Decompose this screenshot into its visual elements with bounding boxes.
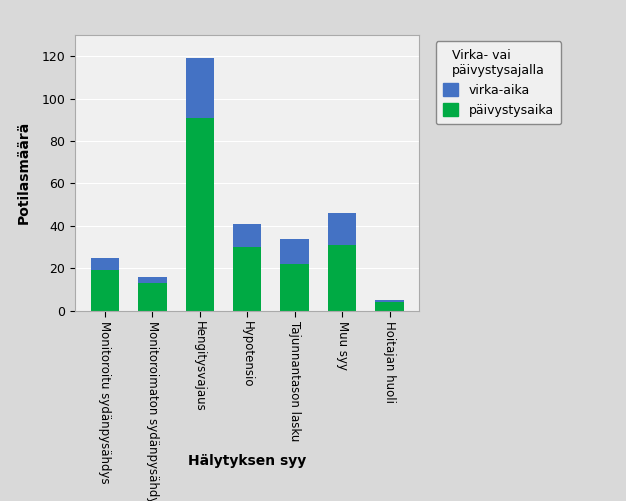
Bar	[91, 258, 119, 271]
Bar	[376, 300, 404, 302]
Bar	[280, 238, 309, 264]
Y-axis label: Potilasmäärä: Potilasmäärä	[16, 121, 31, 224]
Bar	[328, 213, 356, 245]
Bar	[91, 271, 119, 311]
Bar	[186, 59, 214, 118]
Bar	[376, 302, 404, 311]
Bar	[233, 224, 262, 247]
Bar	[138, 277, 167, 283]
Legend: virka-aika, päivystysaika: virka-aika, päivystysaika	[436, 41, 561, 124]
Bar	[280, 264, 309, 311]
Bar	[186, 118, 214, 311]
X-axis label: Hälytyksen syy: Hälytyksen syy	[188, 454, 306, 468]
Bar	[328, 245, 356, 311]
Bar	[138, 283, 167, 311]
Bar	[233, 247, 262, 311]
